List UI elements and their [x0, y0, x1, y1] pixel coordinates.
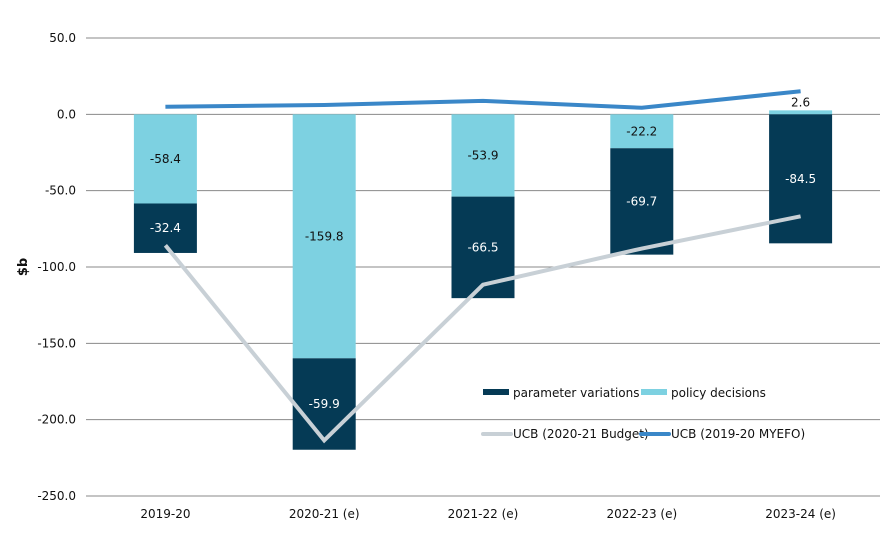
y-tick-label: 0.0 [57, 107, 76, 121]
y-tick-label: -250.0 [37, 489, 76, 503]
y-tick-label: -50.0 [45, 184, 76, 198]
y-axis-label: $b [16, 258, 31, 276]
data-label: -59.9 [309, 397, 340, 411]
data-label: -66.5 [467, 240, 498, 254]
bar-policy-decisions [292, 114, 356, 359]
y-axis-ticks: 50.0 0.0 -50.0 -100.0 -150.0 -200.0 -250.0 [37, 31, 76, 503]
bar-labels: -58.4 -32.4 -159.8 -59.9 -53.9 -66.5 -22.2 -69.… [150, 95, 816, 411]
y-tick-label: 50.0 [49, 31, 76, 45]
legend-label: UCB (2019-20 MYEFO) [671, 427, 805, 441]
bar-policy-decisions [769, 110, 833, 115]
bar-parameter-variations [610, 148, 674, 255]
lines [163, 89, 801, 444]
line-ucb-2019-20-myefo- [165, 89, 801, 110]
data-label: -69.7 [626, 194, 657, 208]
y-tick-label: -200.0 [37, 413, 76, 427]
legend: parameter variations policy decisions UCB … [481, 386, 805, 441]
x-tick-label: 2021-22 (e) [448, 507, 519, 521]
data-label: 2.6 [791, 95, 810, 109]
bars [133, 110, 833, 450]
data-label: -22.2 [626, 124, 657, 138]
y-tick-label: -150.0 [37, 336, 76, 350]
bar-parameter-variations [133, 203, 197, 253]
data-label: -159.8 [305, 229, 344, 243]
data-label: -84.5 [785, 172, 816, 186]
bar-policy-decisions [133, 114, 197, 204]
legend-label: policy decisions [671, 386, 766, 400]
line-ucb-2020-21-budget- [163, 214, 801, 444]
bar-policy-decisions [451, 114, 515, 197]
bar-parameter-variations [292, 358, 356, 450]
data-label: -58.4 [150, 152, 181, 166]
x-tick-label: 2022-23 (e) [606, 507, 677, 521]
bar-policy-decisions [610, 114, 674, 149]
data-label: -53.9 [467, 148, 498, 162]
y-tick-label: -100.0 [37, 260, 76, 274]
legend-label: parameter variations [513, 386, 639, 400]
x-tick-label: 2020-21 (e) [289, 507, 360, 521]
x-axis-ticks: 2019-20 2020-21 (e) 2021-22 (e) 2022-23 (e)… [140, 507, 836, 521]
legend-label: UCB (2020-21 Budget) [513, 427, 649, 441]
x-tick-label: 2019-20 [140, 507, 190, 521]
data-label: -32.4 [150, 221, 181, 235]
legend-swatch [641, 389, 667, 395]
legend-swatch [483, 389, 509, 395]
x-tick-label: 2023-24 (e) [765, 507, 836, 521]
